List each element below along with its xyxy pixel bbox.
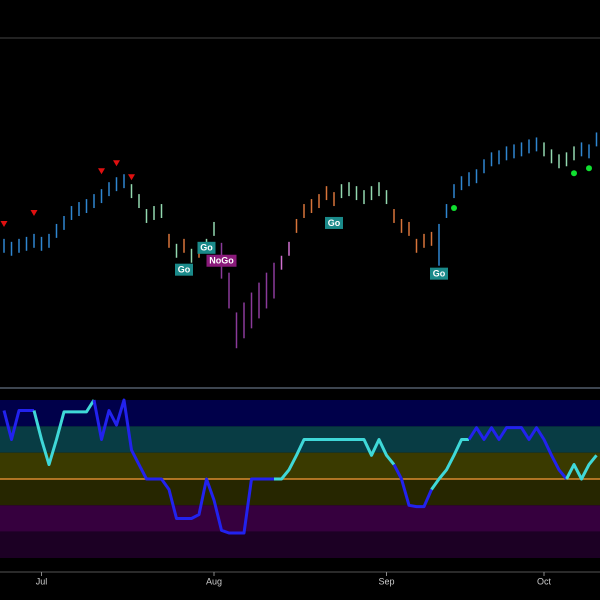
zone-band bbox=[0, 452, 600, 479]
x-tick-label: Oct bbox=[537, 576, 552, 586]
signal-triangle bbox=[0, 220, 8, 227]
x-tick-label: Sep bbox=[378, 576, 394, 586]
oscillator-line bbox=[392, 463, 433, 509]
annotation-label: Go bbox=[178, 265, 191, 275]
oscillator-line bbox=[2, 409, 34, 441]
signal-dot bbox=[586, 165, 592, 172]
oscillator-line bbox=[467, 426, 568, 480]
annotation-label: Go bbox=[433, 269, 446, 279]
annotation-label: Go bbox=[328, 218, 341, 228]
signal-dot bbox=[571, 170, 577, 177]
oscillator-line bbox=[92, 398, 274, 535]
oscillator-line bbox=[274, 438, 396, 481]
signal-triangle bbox=[98, 168, 105, 175]
zone-band bbox=[0, 505, 600, 532]
annotation-label: Go bbox=[200, 243, 213, 253]
annotation-box bbox=[325, 216, 343, 229]
x-tick-label: Aug bbox=[206, 576, 222, 586]
annotation-box bbox=[206, 254, 237, 267]
signal-dot bbox=[451, 205, 457, 212]
oscillator-line bbox=[32, 399, 96, 467]
zone-band bbox=[0, 400, 600, 427]
oscillator-line bbox=[430, 438, 469, 491]
annotation-label: NoGo bbox=[209, 256, 234, 266]
zone-band bbox=[0, 479, 600, 506]
signal-triangle bbox=[30, 210, 38, 217]
signal-triangle bbox=[113, 160, 120, 167]
zone-band bbox=[0, 531, 600, 558]
annotation-box bbox=[175, 263, 193, 276]
x-tick-label: Jul bbox=[36, 576, 48, 586]
annotation-box bbox=[197, 241, 216, 254]
signal-triangle bbox=[128, 174, 135, 181]
annotation-box bbox=[430, 267, 448, 280]
oscillator-line bbox=[565, 454, 598, 481]
